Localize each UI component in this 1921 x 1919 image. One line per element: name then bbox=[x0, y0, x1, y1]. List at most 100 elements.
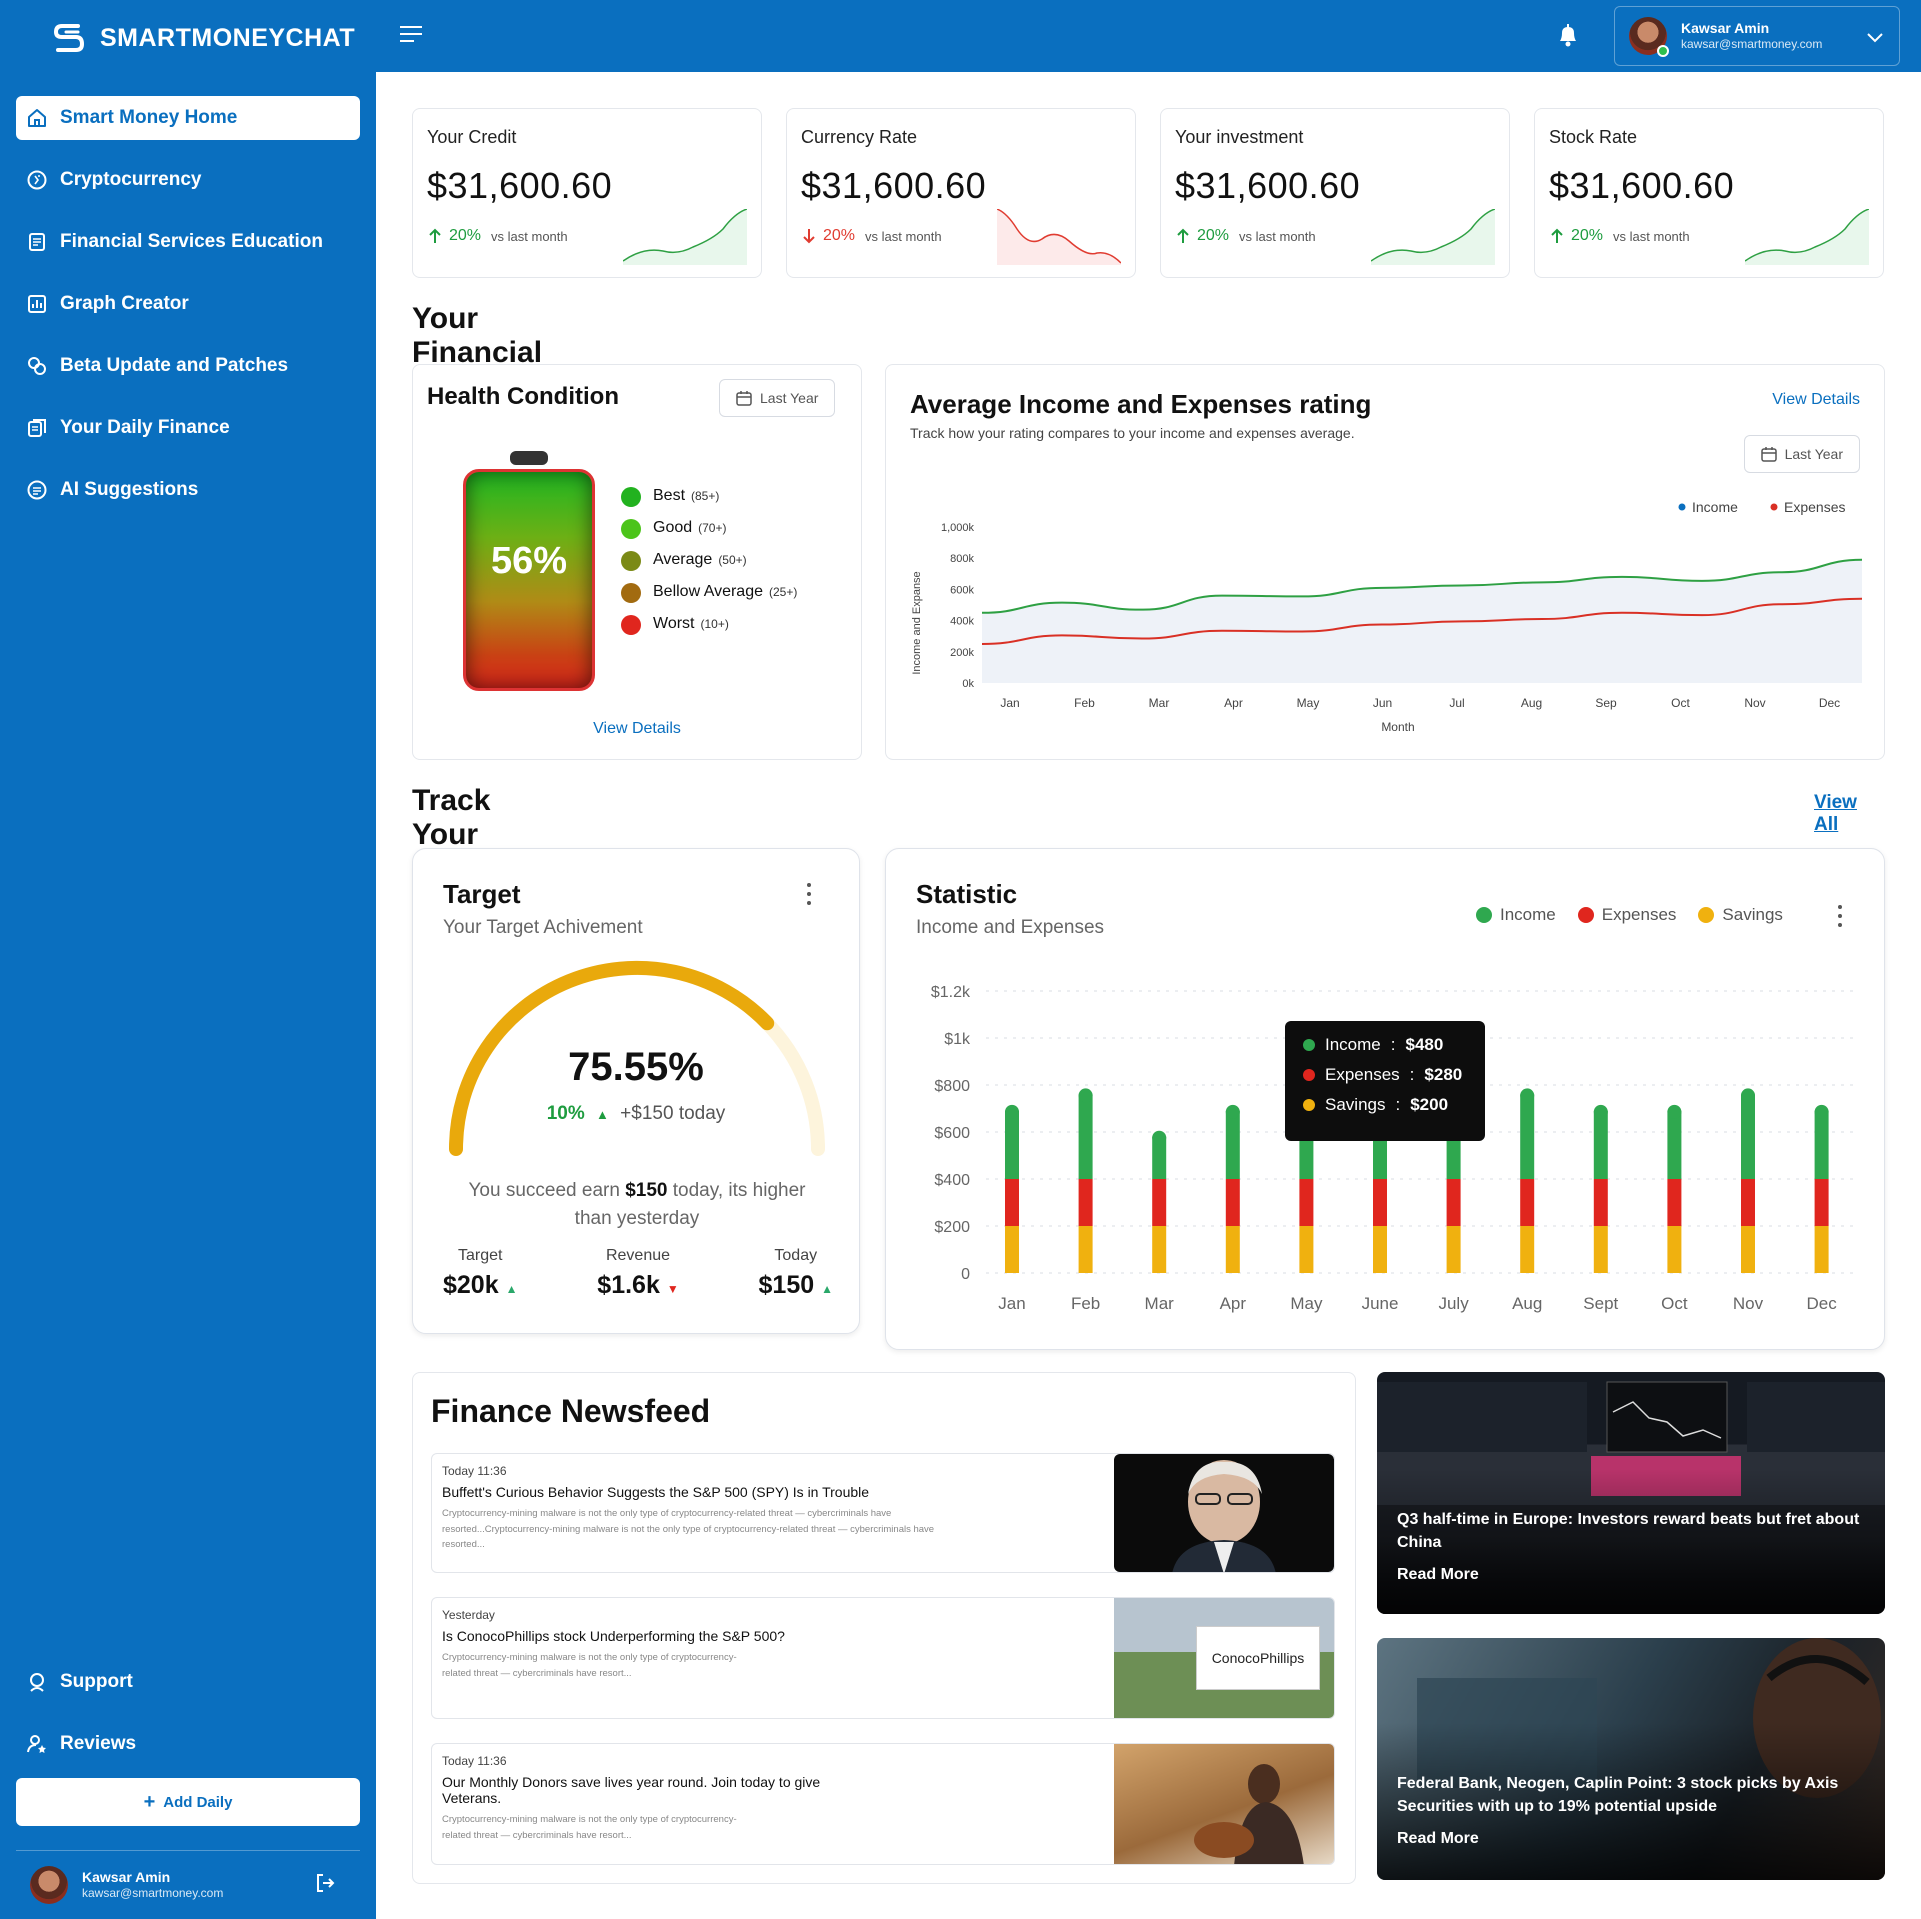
avg-chart-title: Average Income and Expenses rating bbox=[910, 389, 1372, 419]
sparkline-up bbox=[1745, 209, 1869, 265]
menu-icon[interactable] bbox=[400, 26, 422, 44]
news-item[interactable]: Today 11:36 Buffett's Curious Behavior S… bbox=[431, 1453, 1335, 1573]
logout-icon[interactable] bbox=[314, 1872, 336, 1894]
x-tick-label: May bbox=[1290, 1294, 1323, 1313]
news-item[interactable]: Yesterday Is ConocoPhillips stock Underp… bbox=[431, 1597, 1335, 1719]
health-legend: Best (85+) Good (70+) Average (50+) Bell… bbox=[621, 487, 797, 647]
y-tick-label: $400 bbox=[934, 1172, 970, 1189]
bell-icon[interactable] bbox=[1556, 22, 1580, 48]
feature-overlay bbox=[1377, 1638, 1885, 1880]
view-all-link[interactable]: View All bbox=[1814, 792, 1857, 835]
bar-savings bbox=[1814, 1226, 1829, 1273]
x-tick-label: Nov bbox=[1733, 1294, 1764, 1313]
chart-icon bbox=[28, 295, 46, 313]
more-icon[interactable] bbox=[807, 883, 813, 910]
target-card: Target Your Target Achivement 75.55% 10%… bbox=[412, 848, 860, 1334]
target-title: Target bbox=[443, 879, 521, 909]
logo-icon bbox=[53, 24, 85, 52]
sidebar-item-home[interactable]: Smart Money Home bbox=[16, 96, 360, 140]
finance-icon bbox=[28, 419, 46, 437]
sidebar-item-ai-suggestions[interactable]: AI Suggestions bbox=[16, 468, 360, 512]
target-message: You succeed earn $150 today, its higher … bbox=[453, 1177, 821, 1232]
crypto-icon bbox=[27, 170, 47, 190]
legend-range: (85+) bbox=[691, 489, 720, 503]
bar-savings bbox=[1741, 1226, 1755, 1273]
read-more-link[interactable]: Read More bbox=[1397, 1566, 1479, 1583]
bar-savings bbox=[1373, 1226, 1387, 1273]
featured-story-1[interactable]: Q3 half-time in Europe: Investors reward… bbox=[1377, 1372, 1885, 1614]
user-name: Kawsar Amin bbox=[1681, 20, 1770, 37]
y-tick-label: 600k bbox=[950, 584, 974, 596]
bar-expenses bbox=[1741, 1179, 1755, 1226]
legend-label: Income bbox=[1500, 905, 1556, 924]
tooltip-label: Income bbox=[1325, 1035, 1381, 1054]
sidebar-item-label: Reviews bbox=[60, 1733, 137, 1754]
avg-view-details-link[interactable]: View Details bbox=[1772, 391, 1860, 408]
sidebar-item-cryptocurrency[interactable]: Cryptocurrency bbox=[16, 158, 360, 202]
featured-story-2[interactable]: Federal Bank, Neogen, Caplin Point: 3 st… bbox=[1377, 1638, 1885, 1880]
sidebar-item-support[interactable]: Support bbox=[16, 1660, 360, 1704]
news-text: Yesterday Is ConocoPhillips stock Underp… bbox=[432, 1598, 972, 1691]
health-period-button[interactable]: Last Year bbox=[719, 379, 836, 417]
user-menu[interactable]: Kawsar Amin kawsar@smartmoney.com bbox=[1614, 6, 1900, 66]
x-tick-label: June bbox=[1362, 1294, 1399, 1313]
feature-overlay bbox=[1377, 1372, 1885, 1614]
bar-savings bbox=[1005, 1226, 1019, 1273]
triangle-up-icon: ▲ bbox=[505, 1282, 518, 1296]
target-today: +$150 today bbox=[620, 1103, 726, 1124]
avatar bbox=[30, 1866, 68, 1904]
avg-legend: Income Expenses bbox=[1678, 499, 1845, 515]
stat-card-currency[interactable]: Currency Rate $31,600.60 20% vs last mon… bbox=[786, 108, 1136, 278]
stat-change-value: 20% bbox=[1197, 227, 1230, 244]
stat-value: $31,600.60 bbox=[1549, 165, 1735, 206]
stat-card-credit[interactable]: Your Credit $31,600.60 20% vs last month bbox=[412, 108, 762, 278]
y-tick-label: 0 bbox=[961, 1266, 970, 1283]
bar-income bbox=[1667, 1110, 1682, 1179]
x-tick-label: Dec bbox=[1806, 1294, 1837, 1313]
tooltip-dot bbox=[1303, 1039, 1315, 1051]
sidebar-item-education[interactable]: Financial Services Education bbox=[16, 220, 360, 264]
sidebar-user[interactable]: Kawsar Amin kawsar@smartmoney.com bbox=[30, 1866, 223, 1904]
news-title: Our Monthly Donors save lives year round… bbox=[442, 1774, 821, 1806]
legend-range: (10+) bbox=[700, 617, 729, 631]
brand-name: SMARTMONEYCHAT bbox=[100, 23, 356, 52]
bar-income bbox=[1593, 1110, 1608, 1179]
sidebar-item-graph-creator[interactable]: Graph Creator bbox=[16, 282, 360, 326]
target-gauge bbox=[449, 960, 825, 1156]
news-item[interactable]: Today 11:36 Our Monthly Donors save live… bbox=[431, 1743, 1335, 1865]
metric-value: $150 bbox=[758, 1271, 815, 1299]
bar-cap bbox=[1005, 1104, 1019, 1119]
x-tick-label: Mar bbox=[1145, 1294, 1175, 1313]
avg-period-button[interactable]: Last Year bbox=[1743, 435, 1860, 473]
statistic-card: Statistic Income and Expenses Income Exp… bbox=[885, 848, 1885, 1350]
arrow-down-icon bbox=[803, 229, 815, 244]
x-tick-label: Aug bbox=[1521, 696, 1542, 710]
more-icon[interactable] bbox=[1838, 905, 1844, 932]
metric-target: Target $20k ▲ bbox=[443, 1247, 517, 1300]
stat-card-stock[interactable]: Stock Rate $31,600.60 20% vs last month bbox=[1534, 108, 1884, 278]
metric-value: $20k bbox=[443, 1271, 499, 1299]
bar-income bbox=[1225, 1110, 1240, 1179]
news-body: Cryptocurrency-mining malware is not the… bbox=[442, 1814, 737, 1841]
news-body: Cryptocurrency-mining malware is not the… bbox=[442, 1508, 935, 1551]
stat-card-investment[interactable]: Your investment $31,600.60 20% vs last m… bbox=[1160, 108, 1510, 278]
legend-dot-income bbox=[1678, 503, 1686, 511]
health-view-details-link[interactable]: View Details bbox=[593, 720, 681, 737]
bar-cap bbox=[1152, 1130, 1167, 1145]
add-daily-button[interactable]: + Add Daily bbox=[16, 1778, 360, 1826]
support-icon bbox=[30, 1673, 44, 1692]
metric-value-row: $1.6k ▼ bbox=[597, 1271, 678, 1300]
bar-cap bbox=[1667, 1104, 1682, 1119]
health-title: Health Condition bbox=[427, 383, 619, 410]
legend-dot bbox=[1698, 907, 1715, 923]
metric-value-row: $20k ▲ bbox=[443, 1271, 517, 1300]
series-line-income bbox=[981, 558, 1863, 614]
sidebar-item-reviews[interactable]: Reviews bbox=[16, 1722, 360, 1766]
read-more-link[interactable]: Read More bbox=[1397, 1830, 1479, 1847]
target-metrics: Target $20k ▲ Revenue $1.6k ▼ Today $150… bbox=[443, 1247, 833, 1300]
battery-gauge: 56% bbox=[463, 469, 595, 691]
brand[interactable]: SMARTMONEYCHAT bbox=[52, 20, 355, 56]
sidebar-item-daily-finance[interactable]: Your Daily Finance bbox=[16, 406, 360, 450]
bar-expenses bbox=[1152, 1179, 1167, 1226]
sidebar-item-beta-update[interactable]: Beta Update and Patches bbox=[16, 344, 360, 388]
